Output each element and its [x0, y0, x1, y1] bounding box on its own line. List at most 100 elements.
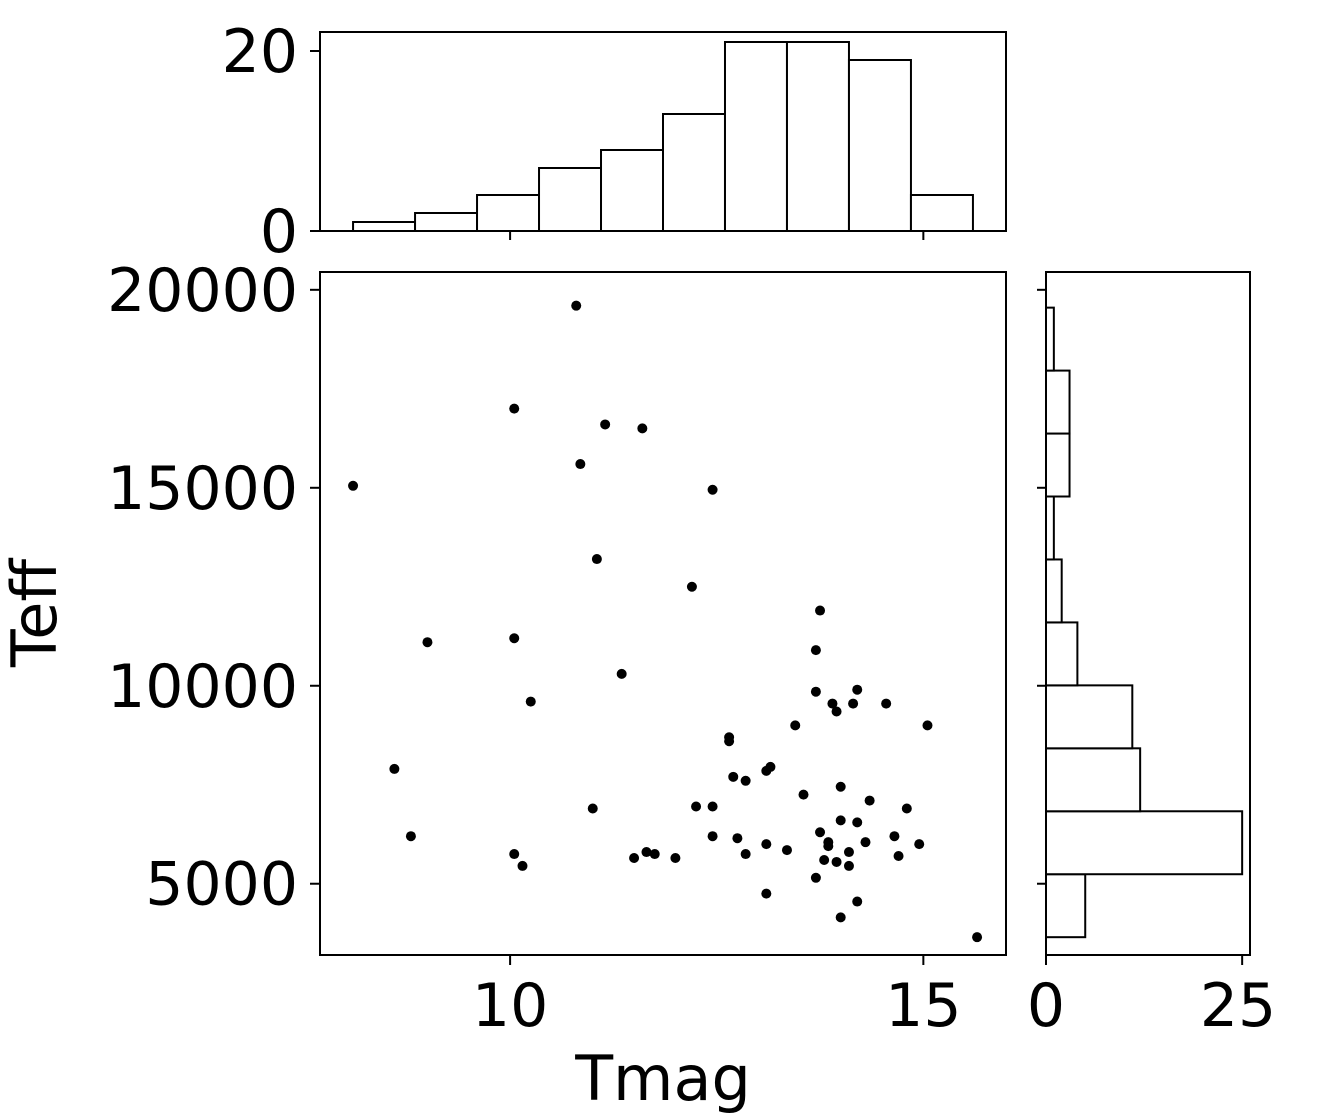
scatter-point [798, 789, 809, 800]
y-tick-label: 15000 [107, 454, 298, 524]
scatter-point [765, 761, 776, 772]
scatter-point [914, 839, 925, 850]
y-axis-label: Teff [0, 558, 71, 668]
scatter-point [864, 795, 875, 806]
top-histogram-bar [847, 59, 912, 232]
scatter-point [889, 831, 900, 842]
scatter-point [860, 837, 871, 848]
right-histogram-x-ticks: 0 25 [1027, 955, 1276, 1041]
right-histogram-bar [1045, 495, 1055, 561]
scatter-points [348, 300, 983, 943]
scatter-point [509, 633, 520, 644]
scatter-point [509, 403, 520, 414]
scatter-point [843, 847, 854, 858]
scatter-point [815, 605, 826, 616]
scatter-point [810, 872, 821, 883]
scatter-point [707, 831, 718, 842]
scatter-point [831, 856, 842, 867]
scatter-y-ticks: 5000 10000 15000 20000 [107, 256, 320, 920]
top-histogram-bar [785, 41, 850, 232]
scatter-point [389, 763, 400, 774]
scatter-point [835, 815, 846, 826]
scatter-point [740, 849, 751, 860]
scatter-point [790, 720, 801, 731]
top-y-tick-label: 20 [222, 17, 298, 87]
scatter-point [600, 419, 611, 430]
scatter-point [728, 771, 739, 782]
scatter-point [686, 581, 697, 592]
top-histogram-y-ticks: 0 20 [222, 17, 320, 267]
scatter-point [724, 736, 735, 747]
scatter-point [629, 852, 640, 863]
scatter-point [881, 698, 892, 709]
right-histogram-bar [1045, 432, 1071, 498]
scatter-point [810, 645, 821, 656]
right-x-tick-label: 25 [1200, 971, 1276, 1041]
top-histogram-bar [476, 194, 541, 232]
top-histogram-bars [352, 41, 974, 232]
right-histogram-bar [1045, 810, 1244, 876]
scatter-point [740, 775, 751, 786]
x-axis-label: Tmag [574, 1042, 751, 1115]
top-histogram-bar [662, 113, 726, 232]
scatter-point [587, 803, 598, 814]
scatter-point [649, 849, 660, 860]
scatter-point [852, 896, 863, 907]
x-tick-label: 15 [885, 971, 961, 1041]
scatter-point [348, 480, 359, 491]
top-histogram-bar [909, 194, 974, 232]
right-histogram-bar [1045, 747, 1142, 813]
scatter-point [852, 684, 863, 695]
scatter-point [525, 696, 536, 707]
scatter-point [707, 484, 718, 495]
scatter-point [422, 637, 433, 648]
scatter-point [819, 854, 830, 865]
scatter-panel: 10 15 5000 10000 15000 20000 Tmag Teff [0, 256, 1007, 1115]
scatter-point [848, 698, 859, 709]
right-histogram-y-ticks [1037, 288, 1046, 885]
scatter-point [571, 300, 582, 311]
scatter-point [761, 839, 772, 850]
scatter-point [575, 459, 586, 470]
scatter-point [707, 801, 718, 812]
scatter-point [509, 849, 520, 860]
right-histogram-bar [1045, 621, 1079, 687]
top-y-tick-label: 0 [260, 197, 298, 267]
scatter-point [843, 860, 854, 871]
scatter-point [637, 423, 648, 434]
top-histogram-bar [352, 221, 417, 232]
scatter-point [922, 720, 933, 731]
top-histogram-bar [414, 212, 479, 232]
y-tick-label: 5000 [145, 850, 298, 920]
scatter-point [616, 668, 627, 679]
scatter-point [781, 845, 792, 856]
scatter-point [835, 781, 846, 792]
right-x-tick-label: 0 [1027, 971, 1065, 1041]
scatter-point [405, 831, 416, 842]
right-histogram-bar [1045, 369, 1071, 435]
scatter-point [641, 847, 652, 858]
top-histogram-bar [538, 167, 603, 232]
top-histogram: 0 20 [222, 17, 1007, 267]
scatter-point [691, 801, 702, 812]
scatter-point [835, 912, 846, 923]
top-histogram-bar [723, 41, 788, 232]
top-histogram-bar [600, 149, 664, 232]
scatter-point [901, 803, 912, 814]
scatter-frame [319, 271, 1007, 956]
scatter-point [517, 860, 528, 871]
scatter-point [831, 706, 842, 717]
x-tick-label: 10 [472, 971, 548, 1041]
y-tick-label: 20000 [107, 256, 298, 326]
right-histogram: 0 25 [1027, 271, 1276, 1041]
scatter-point [810, 686, 821, 697]
top-histogram-x-ticks [509, 231, 925, 240]
right-histogram-bar [1045, 873, 1087, 939]
scatter-point [852, 817, 863, 828]
y-tick-label: 10000 [107, 652, 298, 722]
right-histogram-bars [1045, 306, 1244, 939]
scatter-point [670, 852, 681, 863]
scatter-point [761, 888, 772, 899]
right-histogram-bar [1045, 684, 1134, 750]
